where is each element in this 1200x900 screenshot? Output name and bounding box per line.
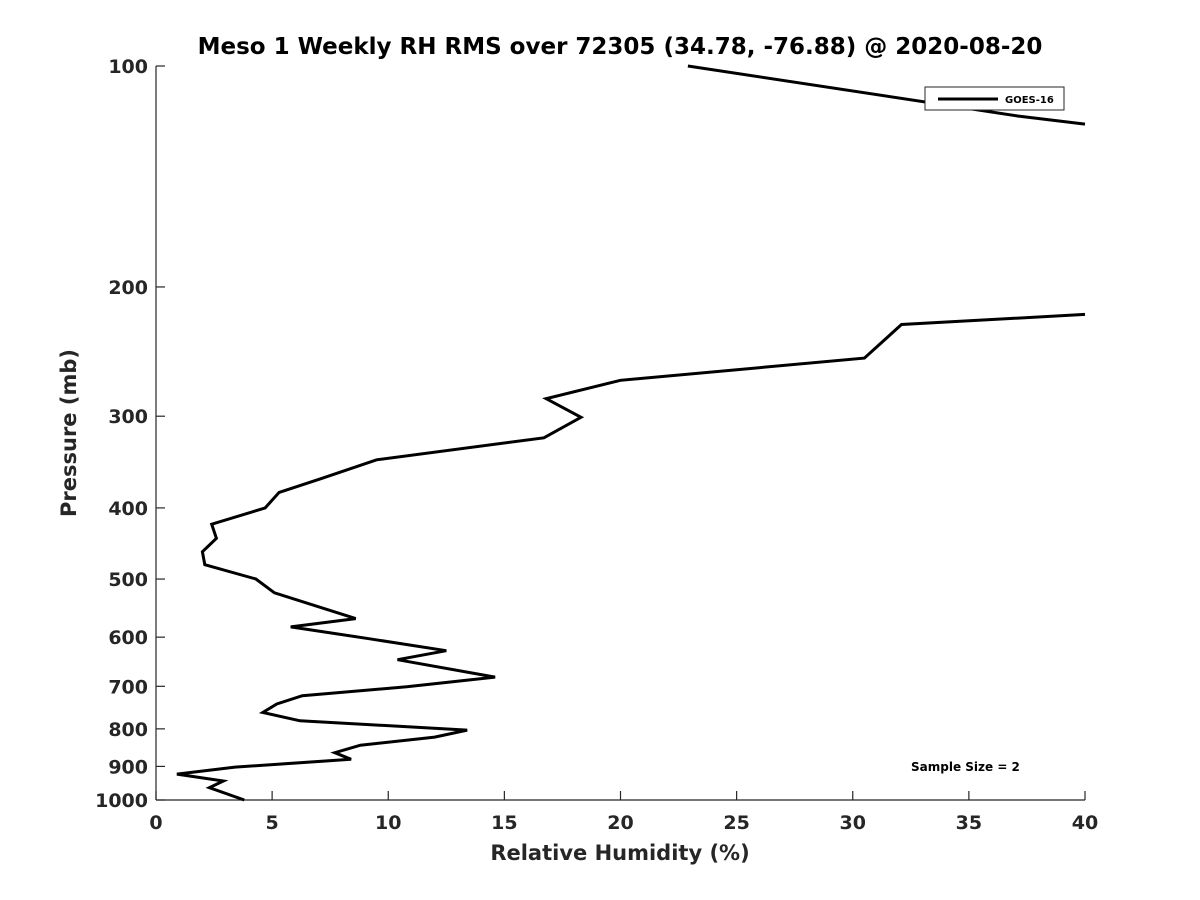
x-tick-label: 0 [149, 812, 162, 834]
y-tick-label: 600 [108, 627, 148, 649]
y-tick-label: 800 [108, 719, 148, 741]
legend-label-goes-16: GOES-16 [1005, 95, 1054, 106]
y-tick-label: 700 [108, 676, 148, 698]
x-tick-label: 10 [375, 812, 401, 834]
x-axis-label: Relative Humidity (%) [490, 841, 749, 865]
y-axis-label: Pressure (mb) [57, 349, 81, 517]
legend: GOES-16 [924, 86, 1065, 111]
sample-size-annotation: Sample Size = 2 [911, 760, 1020, 774]
chart-title: Meso 1 Weekly RH RMS over 72305 (34.78, … [198, 34, 1043, 60]
series-layer [176, 64, 1086, 802]
y-tick-label: 400 [108, 498, 148, 520]
y-tick-label: 1000 [95, 790, 148, 812]
x-axis-ticks: 0 5 10 15 20 25 30 35 40 [149, 791, 1098, 834]
y-tick-label: 200 [108, 277, 148, 299]
x-tick-label: 25 [723, 812, 749, 834]
y-tick-label: 300 [108, 406, 148, 428]
x-tick-label: 40 [1072, 812, 1098, 834]
y-tick-label: 900 [108, 756, 148, 778]
y-tick-label: 500 [108, 569, 148, 591]
series-line-goes-16-segment-2 [176, 312, 1086, 802]
x-tick-label: 35 [956, 812, 982, 834]
series-line-goes-16-segment-1 [687, 64, 1086, 126]
x-tick-label: 30 [840, 812, 866, 834]
y-tick-label: 100 [108, 56, 148, 78]
y-axis-ticks: 100 200 300 400 500 600 700 800 900 1000 [95, 56, 165, 812]
x-tick-label: 20 [607, 812, 633, 834]
x-tick-label: 15 [491, 812, 517, 834]
x-tick-label: 5 [266, 812, 279, 834]
